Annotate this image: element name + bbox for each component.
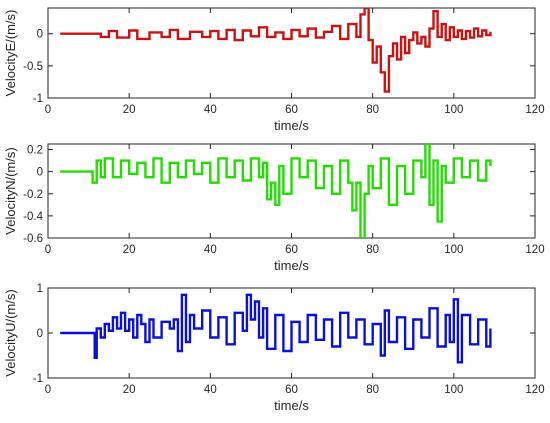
y-axis-title-up: VelocityU/(m/s) xyxy=(3,289,18,376)
y-tick-label-up: 0 xyxy=(37,328,43,340)
y-tick-label-north: -0.6 xyxy=(23,233,43,245)
y-axis-title-east: VelocityE/(m/s) xyxy=(3,10,18,97)
x-tick-label-east: 60 xyxy=(285,104,298,116)
x-tick-label-up: 120 xyxy=(525,384,544,396)
x-tick-label-north: 0 xyxy=(45,244,51,256)
subplot-east: 0 20 40 60 80 100 120 -1 -0.5 0 time/s VelocityE/(m… xyxy=(3,7,545,133)
x-tick-label-north: 100 xyxy=(444,244,463,256)
y-tick-label-east: -1 xyxy=(33,93,43,105)
y-tick-label-east: 0 xyxy=(37,29,43,41)
x-tick-label-north: 60 xyxy=(285,244,298,256)
x-tick-label-up: 0 xyxy=(45,384,51,396)
x-tick-label-north: 80 xyxy=(366,244,379,256)
x-tick-label-east: 20 xyxy=(123,104,136,116)
y-axis-title-north: VelocityN/(m/s) xyxy=(3,147,18,234)
subplot-north: 0 20 40 60 80 100 120 -0.6 -0.4 -0.2 0 0.2 time/s Vel… xyxy=(3,143,545,273)
y-tick-label-up: 1 xyxy=(37,283,43,295)
x-axis-title-east: time/s xyxy=(274,118,309,133)
y-tick-label-north: 0.2 xyxy=(27,145,43,157)
series-line-up xyxy=(60,293,492,364)
x-tick-label-north: 120 xyxy=(525,244,544,256)
x-tick-label-east: 0 xyxy=(45,104,51,116)
series-line-east xyxy=(60,8,492,93)
x-tick-label-up: 60 xyxy=(285,384,298,396)
x-tick-label-up: 80 xyxy=(366,384,379,396)
x-axis-title-up: time/s xyxy=(274,398,309,413)
axes-box-east xyxy=(47,7,536,99)
x-tick-label-north: 20 xyxy=(123,244,136,256)
x-tick-label-up: 20 xyxy=(123,384,136,396)
x-tick-label-east: 120 xyxy=(525,104,544,116)
y-tick-label-north: -0.4 xyxy=(23,211,43,223)
x-tick-label-north: 40 xyxy=(204,244,217,256)
y-tick-label-up: -1 xyxy=(33,373,43,385)
y-tick-label-north: -0.2 xyxy=(23,189,43,201)
series-line-north xyxy=(60,144,492,238)
y-tick-label-north: 0 xyxy=(37,167,43,179)
x-tick-label-east: 100 xyxy=(444,104,463,116)
x-tick-label-east: 40 xyxy=(204,104,217,116)
x-axis-title-north: time/s xyxy=(274,258,309,273)
x-tick-label-east: 80 xyxy=(366,104,379,116)
x-tick-label-up: 40 xyxy=(204,384,217,396)
y-tick-label-east: -0.5 xyxy=(23,61,43,73)
x-tick-label-up: 100 xyxy=(444,384,463,396)
